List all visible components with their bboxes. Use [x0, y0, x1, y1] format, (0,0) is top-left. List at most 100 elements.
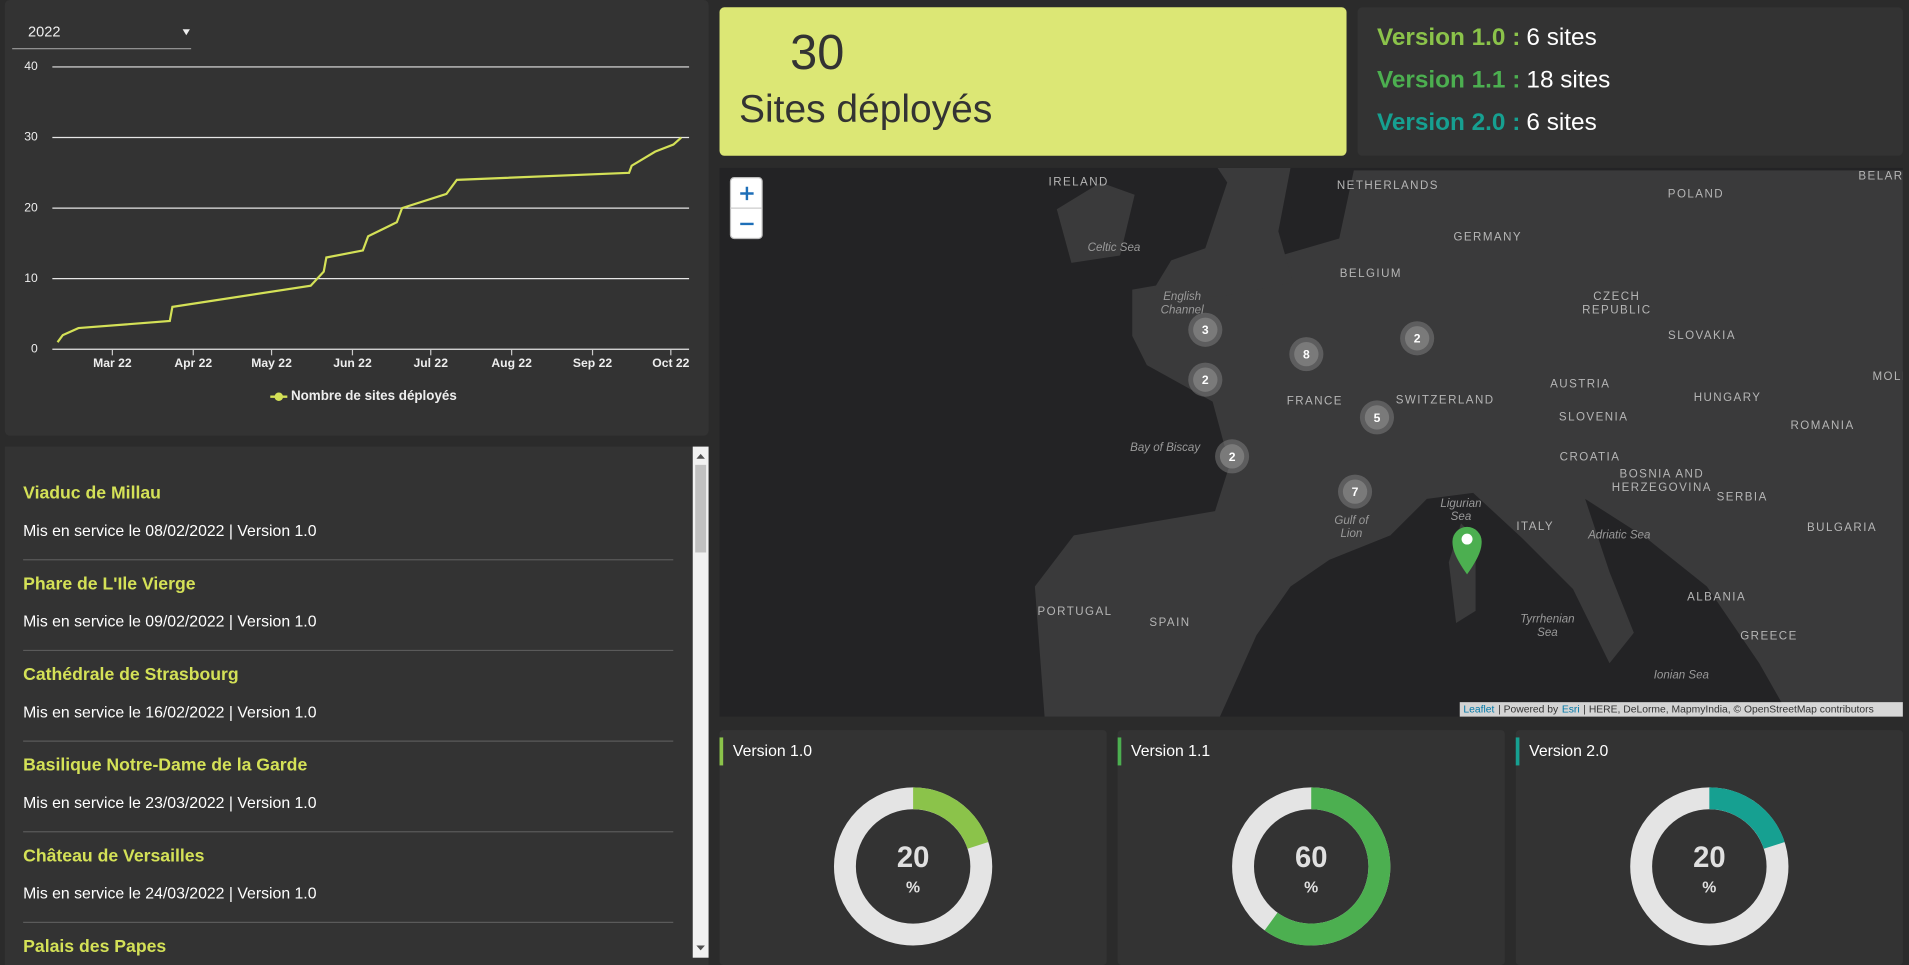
map-label-line: Ionian Sea [1654, 669, 1710, 681]
kpi-label: Sites déployés [739, 88, 992, 131]
map-label: ITALY [1516, 521, 1554, 533]
map-label-line: REPUBLIC [1582, 304, 1651, 316]
map-label: Bay of Biscay [1130, 442, 1201, 454]
map-label-line: Sea [1537, 627, 1558, 639]
cluster-count: 8 [1303, 348, 1310, 362]
cluster[interactable] [1342, 479, 1368, 504]
cluster[interactable] [1294, 341, 1319, 367]
attribution-part[interactable]: Leaflet [1463, 704, 1494, 715]
cluster-count: 7 [1352, 485, 1359, 499]
map-label-line: POLAND [1668, 189, 1724, 201]
map-label: AUSTRIA [1550, 379, 1610, 391]
map-label-line: NETHERLANDS [1337, 180, 1439, 192]
zoom-glyphs [740, 186, 754, 226]
y-tick-label: 10 [24, 271, 38, 285]
map-label: Gulf of Lion [1334, 515, 1370, 540]
cluster[interactable] [1404, 326, 1430, 351]
donut-panel [1117, 730, 1505, 965]
map-label-line: ALBANIA [1687, 592, 1746, 604]
chart-panel [4, 0, 709, 436]
map-label-line: English [1163, 291, 1201, 303]
map-label-line: MOLI [1872, 371, 1906, 383]
donut-accent [1515, 737, 1520, 766]
cluster-count: 3 [1202, 323, 1209, 337]
map-label-line: BULGARIA [1807, 522, 1877, 534]
version-count: 6 sites [1526, 110, 1596, 137]
kpi-value: 30 [790, 26, 844, 80]
attribution-part: | Powered by [1498, 704, 1559, 715]
map-label: English Channel [1161, 291, 1204, 316]
year-value: 2022 [28, 25, 60, 41]
map-label-line: HERZEGOVINA [1612, 482, 1712, 494]
version-count: 6 sites [1526, 24, 1596, 51]
version-count: 18 sites [1526, 67, 1610, 94]
map-label-line: Bay of Biscay [1130, 442, 1201, 454]
donut-unit: % [906, 880, 920, 897]
site-name[interactable]: Cathédrale de Strasbourg [23, 664, 239, 684]
data-line [56, 136, 682, 343]
site-name[interactable]: Château de Versailles [23, 845, 204, 865]
y-tick-label: 20 [24, 200, 38, 214]
x-tick-label: May 22 [251, 356, 292, 370]
attribution-part[interactable]: Esri [1562, 704, 1580, 715]
map-label-line: PORTUGAL [1038, 606, 1113, 618]
legend-marker [274, 392, 284, 401]
cluster-count: 2 [1202, 373, 1209, 387]
map-label: HUNGARY [1694, 392, 1762, 404]
map-label-line: ITALY [1516, 521, 1554, 533]
map-label-line: SLOVENIA [1559, 411, 1628, 423]
map-label: BELAR [1858, 170, 1903, 182]
donut-panels: Version 1.0 20% Version 1.1 60% Version 2.0 2… [719, 730, 1903, 965]
map[interactable]: IRELAND NETHERLANDS POLAND BELAR GERMANY Celt… [719, 167, 1907, 717]
map-label: Celtic Sea [1088, 242, 1141, 254]
cluster[interactable] [1193, 367, 1218, 392]
site-name[interactable]: Basilique Notre-Dame de la Garde [23, 755, 307, 775]
map-label-line: SERBIA [1717, 492, 1768, 504]
map-label-line: SLOVAKIA [1668, 330, 1736, 342]
scrollbar[interactable] [692, 446, 709, 958]
donut-panel [1515, 730, 1903, 965]
legend-label[interactable]: Nombre de sites déployés [291, 388, 457, 403]
map-label: NETHERLANDS [1337, 180, 1439, 192]
map-label: BOSNIA AND HERZEGOVINA [1612, 469, 1712, 494]
map-label: Adriatic Sea [1587, 529, 1651, 541]
map-label-line: Adriatic Sea [1587, 529, 1651, 541]
site-list-panel [4, 446, 709, 965]
donut-arc [833, 787, 993, 946]
site-detail: Mis en service le 09/02/2022 | Version 1… [23, 614, 317, 631]
map-label-line: Celtic Sea [1088, 242, 1141, 254]
map-label-line: Sea [1451, 511, 1472, 523]
map-label: IRELAND [1049, 177, 1109, 189]
site-name[interactable]: Palais des Papes [23, 936, 166, 956]
site-pin[interactable] [1452, 526, 1482, 575]
map-label: PORTUGAL [1038, 606, 1113, 618]
map-label-line: Ligurian [1440, 498, 1481, 510]
donut-panel [719, 730, 1107, 965]
map-label-line: Channel [1161, 304, 1204, 316]
cluster[interactable] [1193, 317, 1218, 342]
site-name[interactable]: Viaduc de Millau [23, 483, 161, 503]
version-summary-line: Version 2.0 :6 sites [1377, 110, 1597, 137]
map-label-line: Lion [1340, 528, 1362, 540]
map-label-line: GERMANY [1453, 231, 1522, 243]
cluster[interactable] [1219, 444, 1245, 469]
map-label: Ligurian Sea [1440, 498, 1481, 523]
map-label-line: SPAIN [1149, 617, 1190, 629]
donut-arc [1232, 787, 1391, 946]
scrollbar-thumb[interactable] [695, 464, 707, 553]
donut-title: Version 1.1 [1131, 743, 1210, 760]
map-label: SLOVAKIA [1668, 330, 1736, 342]
donut-accent [1117, 737, 1122, 766]
map-label: SLOVENIA [1559, 411, 1628, 423]
site-name[interactable]: Phare de L'Ile Vierge [23, 573, 196, 593]
map-label: CZECH REPUBLIC [1582, 291, 1651, 316]
map-label-line: ROMANIA [1790, 420, 1854, 432]
map-layer: IRELAND NETHERLANDS POLAND BELAR GERMANY Celt… [1038, 170, 1906, 681]
x-tick-label: Mar 22 [93, 356, 132, 370]
select-arrow [182, 29, 190, 36]
cluster[interactable] [1364, 405, 1390, 430]
pin-dot [1461, 533, 1473, 545]
